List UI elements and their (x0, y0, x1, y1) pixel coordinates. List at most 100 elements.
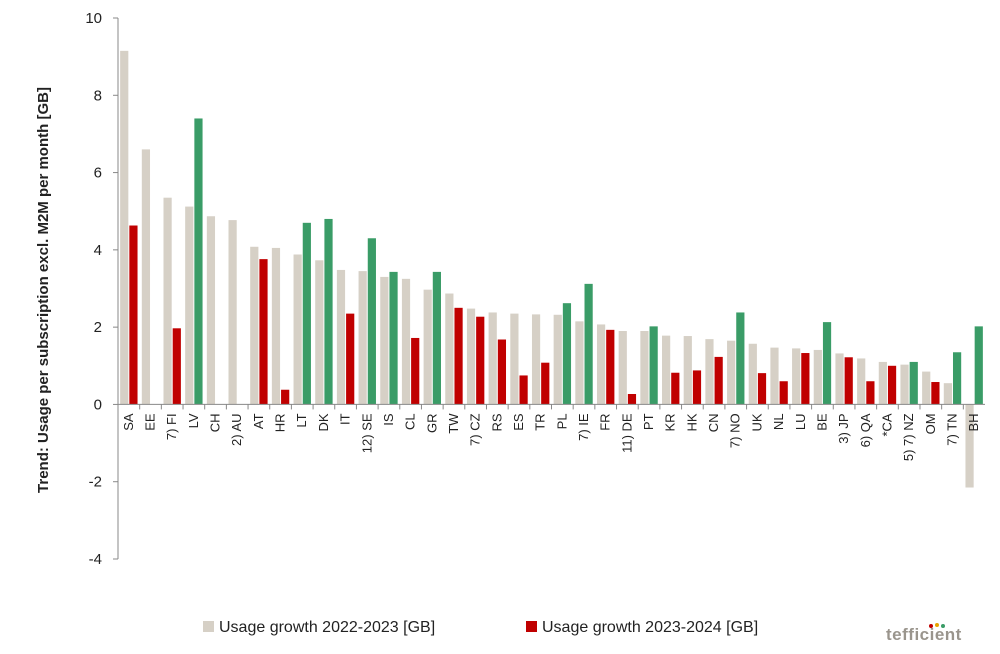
bar-2022-2023 (813, 349, 822, 405)
bar-2023-2024-positive (194, 118, 203, 405)
bar-2023-2024-positive (584, 283, 593, 405)
x-tick-label: *CA (879, 413, 894, 436)
x-axis-ticks: SA EE 7) FI LV CH 2) AU AT HR LT DK IT 12) SE IS CL GR… (121, 404, 981, 461)
bar-2023-2024-positive (389, 271, 398, 405)
bar-2023-2024-positive (367, 238, 376, 405)
bar-2022-2023 (857, 358, 866, 405)
bar-2022-2023 (358, 271, 367, 405)
bar-2022-2023 (228, 220, 237, 405)
x-tick-label: ES (511, 413, 526, 431)
bars-layer (120, 50, 983, 488)
bar-2022-2023 (510, 313, 519, 405)
bar-2023-2024 (541, 362, 550, 405)
bar-2022-2023 (315, 260, 324, 405)
bar-2023-2024 (519, 375, 528, 405)
bar-2023-2024-positive (909, 361, 918, 405)
bar-2022-2023 (401, 278, 411, 405)
bar-2022-2023 (466, 308, 476, 405)
bar-2022-2023 (835, 353, 844, 405)
x-tick-label: LU (793, 413, 808, 430)
x-tick-label: 7) NO (728, 413, 743, 448)
bar-2023-2024 (779, 381, 788, 405)
x-tick-label: 7) FI (164, 413, 179, 440)
legend-swatch-2022-2023 (203, 621, 214, 632)
bar-2023-2024 (931, 382, 940, 405)
x-tick-label: TW (446, 413, 461, 434)
bar-2022-2023 (748, 343, 757, 405)
bar-2023-2024 (627, 394, 637, 405)
x-tick-label: 7) IE (576, 413, 591, 441)
bar-2022-2023 (662, 335, 671, 405)
bar-2022-2023 (206, 216, 216, 405)
x-tick-label: CN (706, 413, 721, 432)
x-tick-label: CH (208, 413, 223, 432)
bar-2022-2023 (250, 246, 259, 405)
bar-2023-2024 (844, 357, 853, 405)
bar-2023-2024-positive (736, 312, 745, 405)
bar-2023-2024-positive (974, 326, 983, 405)
legend-swatch-2023-2024 (526, 621, 537, 632)
x-tick-label: BE (814, 413, 829, 431)
bar-2022-2023 (271, 247, 281, 405)
bar-2023-2024 (476, 316, 485, 405)
bar-2023-2024-positive (324, 218, 333, 405)
bar-2023-2024 (454, 307, 463, 405)
bar-2023-2024 (887, 365, 897, 405)
bar-2022-2023 (792, 348, 801, 405)
legend-label-2023-2024: Usage growth 2023-2024 [GB] (542, 619, 758, 636)
x-tick-label: EE (143, 413, 158, 431)
x-tick-label: HR (273, 413, 288, 432)
bar-2023-2024-positive (432, 271, 441, 405)
bar-2023-2024-positive (562, 303, 572, 405)
bar-2023-2024-positive (302, 222, 311, 405)
bar-2022-2023 (120, 50, 129, 405)
x-tick-label: HK (684, 413, 699, 431)
x-tick-label: DK (316, 413, 331, 431)
x-tick-label: NL (771, 413, 786, 430)
bar-2022-2023 (488, 312, 497, 405)
bar-2023-2024 (671, 372, 680, 405)
bar-2022-2023 (575, 321, 584, 405)
legend-label-2022-2023: Usage growth 2022-2023 [GB] (219, 619, 435, 636)
legend: Usage growth 2022-2023 [GB] Usage growth… (203, 619, 758, 636)
tefficient-logo: tefficient (886, 623, 962, 644)
x-tick-label: LV (186, 413, 201, 428)
x-tick-label: SA (121, 413, 136, 431)
x-tick-label: LT (294, 413, 309, 427)
bar-2022-2023 (380, 276, 389, 405)
x-tick-label: IT (338, 413, 353, 425)
bar-2023-2024 (259, 259, 268, 405)
bar-2022-2023 (943, 383, 952, 405)
bar-2022-2023 (163, 197, 172, 405)
x-tick-label: 5) 7) NZ (901, 413, 916, 461)
x-tick-label: AT (251, 413, 266, 429)
bar-2022-2023 (293, 254, 302, 405)
bar-2023-2024 (606, 329, 615, 405)
bar-2022-2023 (727, 340, 736, 405)
x-tick-label: 3) JP (836, 413, 851, 443)
x-tick-label: GR (424, 413, 439, 433)
y-tick-label: -4 (89, 551, 102, 568)
brand-wordmark: tefficient (886, 625, 962, 644)
y-tick-label: -2 (89, 474, 102, 491)
bar-2023-2024 (129, 225, 138, 405)
x-tick-label: RS (489, 413, 504, 431)
bar-2022-2023 (900, 364, 909, 405)
bar-2022-2023 (445, 293, 454, 405)
bar-2023-2024 (497, 339, 507, 405)
x-tick-label: 7) CZ (468, 413, 483, 446)
bar-2022-2023 (705, 339, 714, 405)
y-tick-label: 8 (94, 87, 102, 104)
y-tick-label: 6 (94, 165, 102, 182)
bar-2022-2023 (878, 361, 887, 405)
bar-2022-2023 (141, 149, 151, 405)
brand-dot-red (929, 624, 933, 628)
x-tick-label: 2) AU (229, 413, 244, 446)
x-tick-label: BH (966, 413, 981, 431)
x-tick-label: UK (749, 413, 764, 431)
bar-2022-2023 (423, 289, 432, 405)
bar-2022-2023 (596, 324, 606, 405)
bar-2023-2024-positive (649, 326, 658, 405)
x-tick-label: KR (663, 413, 678, 431)
